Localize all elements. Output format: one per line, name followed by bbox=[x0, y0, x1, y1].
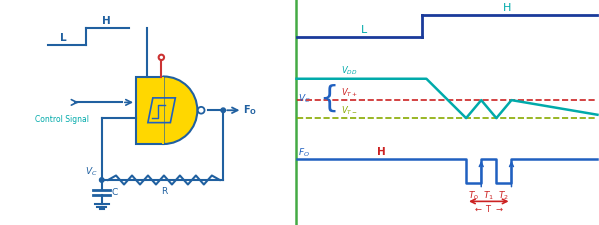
Text: H: H bbox=[377, 147, 386, 157]
Text: {: { bbox=[319, 84, 338, 113]
Text: L: L bbox=[60, 33, 67, 43]
Text: H: H bbox=[102, 16, 111, 26]
Text: $T_1$: $T_1$ bbox=[483, 189, 494, 202]
Circle shape bbox=[99, 178, 104, 182]
Text: $V_{T-}$: $V_{T-}$ bbox=[341, 104, 358, 117]
Wedge shape bbox=[164, 76, 197, 144]
Bar bbox=[135, 76, 164, 144]
Circle shape bbox=[198, 107, 204, 114]
Text: $T_0$: $T_0$ bbox=[468, 189, 479, 202]
Bar bbox=[162, 76, 164, 144]
Text: Control Signal: Control Signal bbox=[35, 115, 89, 124]
Text: $T_2$: $T_2$ bbox=[498, 189, 509, 202]
Text: R: R bbox=[161, 187, 167, 196]
Text: $F_O$: $F_O$ bbox=[298, 146, 310, 159]
Text: C: C bbox=[112, 188, 118, 197]
Text: $V_{DD}$: $V_{DD}$ bbox=[341, 65, 358, 77]
Text: $V_{T+}$: $V_{T+}$ bbox=[341, 86, 358, 99]
Circle shape bbox=[221, 108, 225, 112]
Text: L: L bbox=[361, 25, 367, 35]
Text: $\leftarrow$ T $\rightarrow$: $\leftarrow$ T $\rightarrow$ bbox=[473, 203, 504, 214]
Text: $V_C$: $V_C$ bbox=[298, 92, 311, 105]
Text: H: H bbox=[503, 3, 512, 13]
Text: $\mathbf{F_O}$: $\mathbf{F_O}$ bbox=[243, 103, 258, 117]
Text: $V_C$: $V_C$ bbox=[85, 166, 98, 178]
